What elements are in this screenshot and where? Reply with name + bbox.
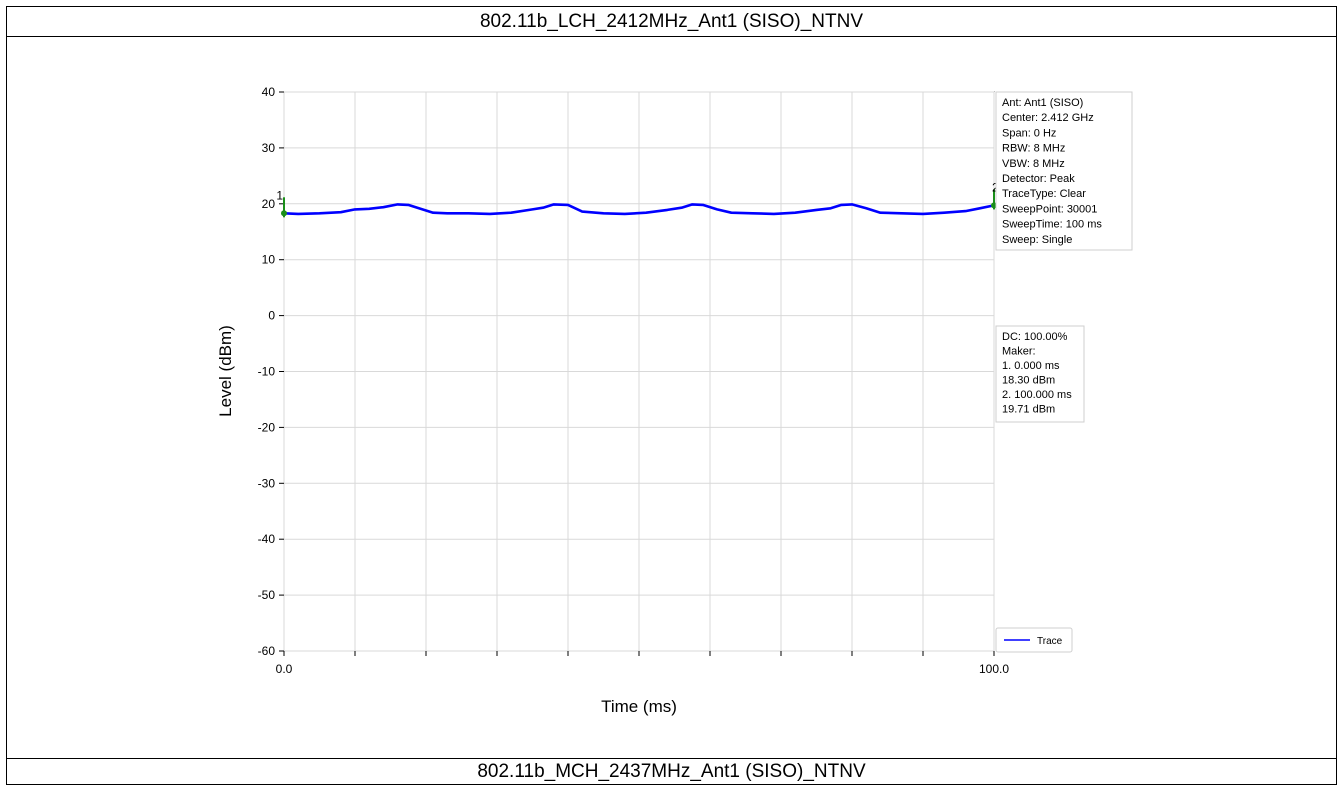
y-tick-label: 40 — [262, 85, 276, 99]
info-line: Sweep: Single — [1002, 234, 1072, 246]
info-line: Center: 2.412 GHz — [1002, 112, 1094, 124]
y-axis: 40 30 20 10 0 -10 -20 -30 -40 -50 -60 — [258, 85, 284, 658]
x-axis-label: Time (ms) — [601, 697, 677, 716]
y-tick-label: -10 — [258, 365, 276, 379]
info-line: TraceType: Clear — [1002, 188, 1086, 200]
y-tick-label: -30 — [258, 476, 276, 490]
info-line: SweepTime: 100 ms — [1002, 219, 1102, 231]
info-line: VBW: 8 MHz — [1002, 158, 1065, 170]
marker-info-line: DC: 100.00% — [1002, 331, 1068, 343]
y-tick-label: -20 — [258, 420, 276, 434]
x-tick-label: 0.0 — [276, 662, 293, 676]
y-tick-label: -60 — [258, 644, 276, 658]
page-title: 802.11b_LCH_2412MHz_Ant1 (SISO)_NTNV — [7, 7, 1336, 37]
y-tick-label: 30 — [262, 141, 276, 155]
marker-info-line: 19.71 dBm — [1002, 404, 1055, 416]
info-line: SweepPoint: 30001 — [1002, 203, 1097, 215]
marker-info-line: 1. 0.000 ms — [1002, 360, 1060, 372]
info-line: Ant: Ant1 (SISO) — [1002, 97, 1083, 109]
marker-info-line: 2. 100.000 ms — [1002, 389, 1072, 401]
marker-box: DC: 100.00% Maker: 1. 0.000 ms 18.30 dBm 2.… — [995, 325, 1085, 423]
next-section-title: 802.11b_MCH_2437MHz_Ant1 (SISO)_NTNV — [7, 758, 1336, 784]
y-tick-label: 20 — [262, 197, 276, 211]
marker-info-line: 18.30 dBm — [1002, 375, 1055, 387]
marker-1-point — [281, 210, 287, 217]
x-axis: 0.0 100.0 — [276, 651, 1009, 676]
y-tick-label: -50 — [258, 588, 276, 602]
info-line: Span: 0 Hz — [1002, 127, 1056, 139]
legend: Trace — [995, 627, 1073, 653]
y-tick-label: 10 — [262, 253, 276, 267]
grid — [283, 91, 995, 652]
marker-1-label: 1 — [276, 188, 283, 202]
series-layer — [283, 203, 995, 216]
report-frame: 802.11b_LCH_2412MHz_Ant1 (SISO)_NTNV 40 3… — [6, 6, 1337, 785]
y-tick-label: 0 — [268, 309, 275, 323]
info-line: Detector: Peak — [1002, 173, 1075, 185]
series-line-trace — [283, 203, 995, 216]
info-line: RBW: 8 MHz — [1002, 143, 1065, 155]
x-tick-label: 100.0 — [979, 662, 1009, 676]
info-box: Ant: Ant1 (SISO) Center: 2.412 GHz Span: 0… — [995, 91, 1133, 251]
y-axis-label: Level (dBm) — [216, 325, 235, 417]
legend-entry: Trace — [1037, 636, 1063, 647]
marker-info-line: Maker: — [1002, 346, 1036, 358]
y-tick-label: -40 — [258, 532, 276, 546]
